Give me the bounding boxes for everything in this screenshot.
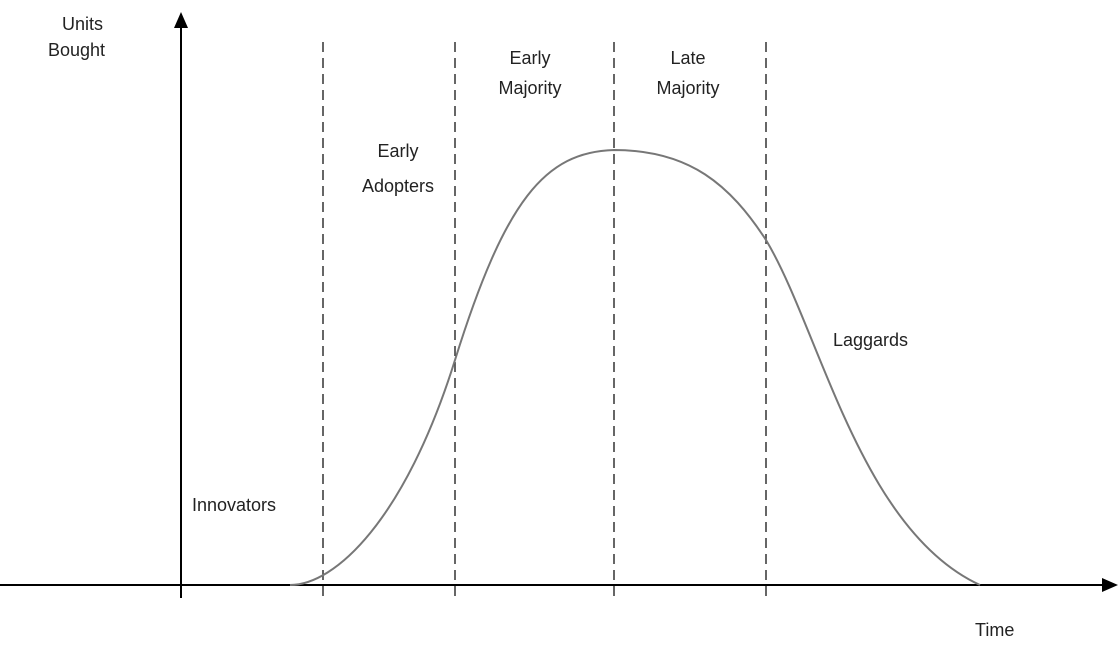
x-axis-arrow xyxy=(1102,578,1118,592)
dividers xyxy=(322,42,767,600)
segment-label: Majority xyxy=(656,78,719,98)
segment-label: Majority xyxy=(498,78,561,98)
segment-label: Early xyxy=(509,48,550,68)
y-axis-label: Bought xyxy=(48,40,105,60)
segment-label: Laggards xyxy=(833,330,908,350)
x-axis-label: Time xyxy=(975,620,1014,640)
adoption-curve xyxy=(289,148,981,586)
segment-label: Early xyxy=(377,141,418,161)
segment-label: Innovators xyxy=(192,495,276,515)
segment-label: Late xyxy=(670,48,705,68)
y-axis-label: Units xyxy=(62,14,103,34)
segment-label: Adopters xyxy=(362,176,434,196)
y-axis-arrow xyxy=(174,12,188,28)
